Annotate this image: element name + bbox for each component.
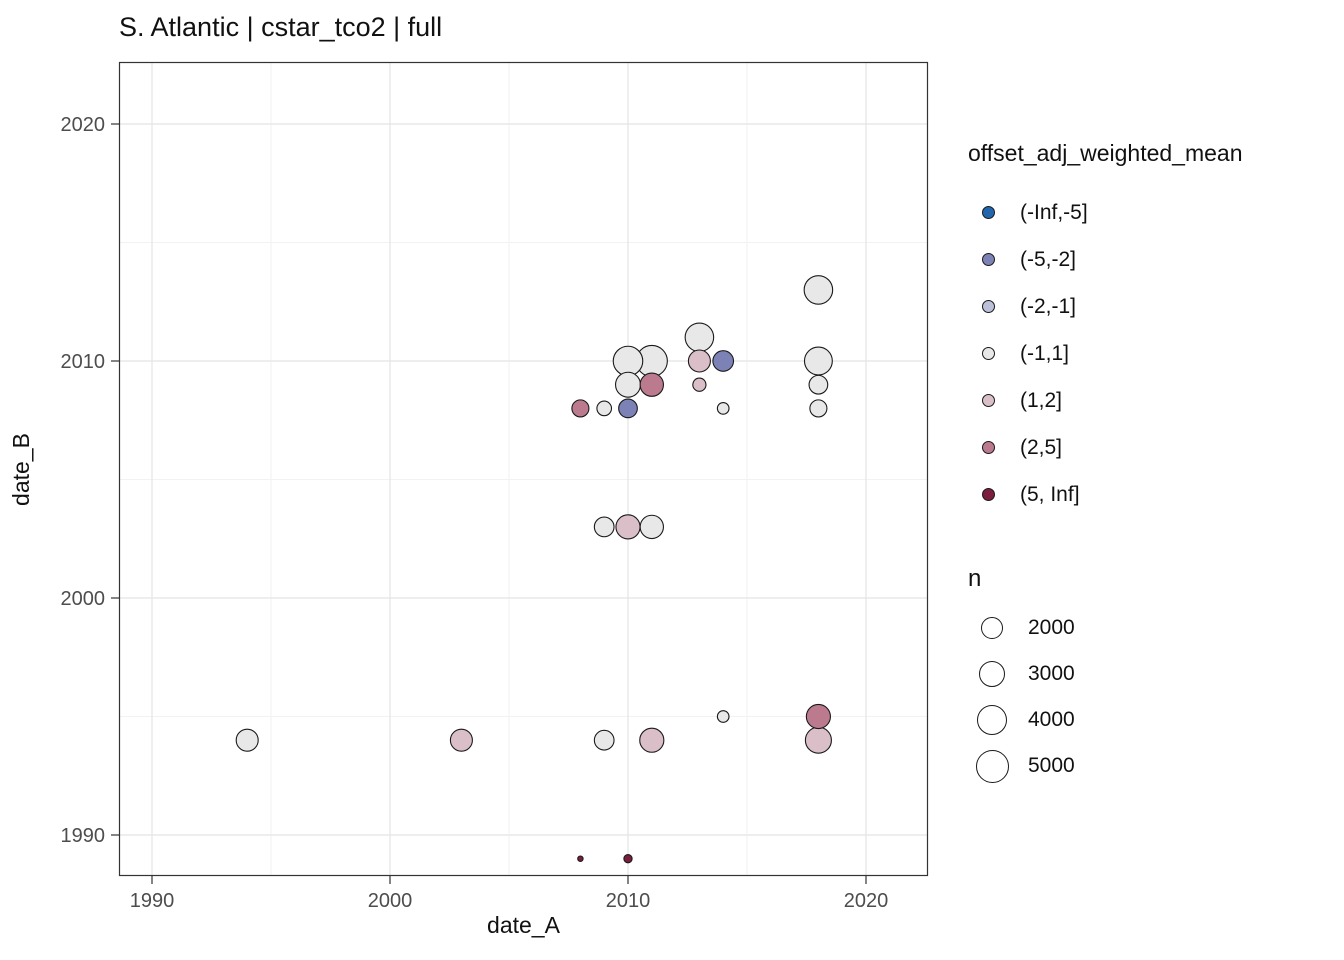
legend-color-dot xyxy=(981,441,995,454)
data-point xyxy=(805,703,831,730)
x-tick-label: 2020 xyxy=(844,890,889,912)
legend-color-dot xyxy=(981,347,995,360)
data-point xyxy=(692,377,707,392)
legend-bin-label: (-2,-1] xyxy=(1020,294,1077,318)
panel-background xyxy=(119,62,928,876)
data-point xyxy=(712,350,735,372)
y-axis-title: date_B xyxy=(7,432,34,506)
legend-bin-label: (-Inf,-5] xyxy=(1020,200,1088,224)
x-tick-label: 2000 xyxy=(368,890,413,912)
legend-size-label: 2000 xyxy=(1028,616,1075,639)
legend-color-dot xyxy=(981,206,995,219)
data-point xyxy=(612,345,644,377)
data-point xyxy=(596,400,613,417)
y-tick-label: 1990 xyxy=(61,825,106,847)
color-legend-title: offset_adj_weighted_mean xyxy=(968,140,1243,166)
legend-size-dot xyxy=(975,749,1009,783)
data-point xyxy=(593,729,615,751)
legend-item-bin-3: (-1,1] xyxy=(968,330,1338,377)
legend-item-bin-1: (-5,-2] xyxy=(968,236,1338,283)
data-point xyxy=(449,728,473,752)
y-tick-label: 2000 xyxy=(61,588,106,610)
data-point xyxy=(615,514,641,540)
y-tick-label: 2020 xyxy=(61,114,106,136)
legend-bin-label: (2,5] xyxy=(1020,435,1063,459)
x-axis-title: date_A xyxy=(487,912,560,938)
legend-bin-label: (-5,-2] xyxy=(1020,247,1077,271)
data-point xyxy=(623,854,633,864)
legend-size-label: 4000 xyxy=(1028,708,1075,731)
color-legend: offset_adj_weighted_mean (-Inf,-5] (-5,-… xyxy=(968,140,1338,518)
data-point xyxy=(571,399,590,418)
data-point xyxy=(808,374,829,395)
data-point xyxy=(618,398,638,419)
size-legend: n 2000 3000 4000 5000 xyxy=(968,565,1338,789)
legend-item-bin-0: (-Inf,-5] xyxy=(968,189,1338,236)
data-point xyxy=(716,402,730,415)
data-point xyxy=(803,346,833,376)
legend-size-dot xyxy=(979,661,1005,687)
x-tick-label: 2010 xyxy=(606,890,651,912)
legend-size-dot xyxy=(977,705,1007,735)
legend-item-size-0: 2000 xyxy=(968,605,1338,651)
legend-item-size-1: 3000 xyxy=(968,651,1338,697)
data-point xyxy=(639,727,665,753)
legend-bin-label: (1,2] xyxy=(1020,388,1063,412)
data-point xyxy=(809,399,828,418)
data-point xyxy=(687,349,711,373)
y-axis-title-wrap: date_B xyxy=(4,62,38,876)
data-point xyxy=(639,372,664,397)
legend-item-bin-5: (2,5] xyxy=(968,424,1338,471)
legend-bin-label: (5, Inf] xyxy=(1020,482,1080,506)
chart-title: S. Atlantic | cstar_tco2 | full xyxy=(119,12,443,42)
legend-size-label: 3000 xyxy=(1028,662,1075,685)
data-point xyxy=(577,855,584,862)
legend-item-bin-6: (5, Inf] xyxy=(968,471,1338,518)
data-point xyxy=(804,726,832,754)
legend-item-size-3: 5000 xyxy=(968,743,1338,789)
data-point xyxy=(235,728,259,752)
data-point xyxy=(684,322,715,353)
legend-item-bin-2: (-2,-1] xyxy=(968,283,1338,330)
panel-border xyxy=(118,61,929,877)
data-point xyxy=(803,275,834,305)
legend-item-bin-4: (1,2] xyxy=(968,377,1338,424)
x-tick-label: 1990 xyxy=(130,890,175,912)
legend-size-dot xyxy=(981,617,1003,639)
legend-item-size-2: 4000 xyxy=(968,697,1338,743)
size-legend-title: n xyxy=(968,565,982,592)
data-point xyxy=(639,514,664,540)
legend-color-dot xyxy=(981,394,995,407)
plot-panel: 1990 2000 2010 2020 1990 2000 2010 2020 xyxy=(61,61,929,912)
legend-size-label: 5000 xyxy=(1028,754,1075,777)
data-point xyxy=(615,371,641,398)
legend-color-dot xyxy=(981,488,995,501)
legend-color-dot xyxy=(981,253,995,266)
y-tick-label: 2010 xyxy=(61,351,106,373)
data-point xyxy=(593,516,615,538)
data-point xyxy=(716,710,730,723)
legend-color-dot xyxy=(981,300,995,313)
legend-bin-label: (-1,1] xyxy=(1020,341,1070,365)
